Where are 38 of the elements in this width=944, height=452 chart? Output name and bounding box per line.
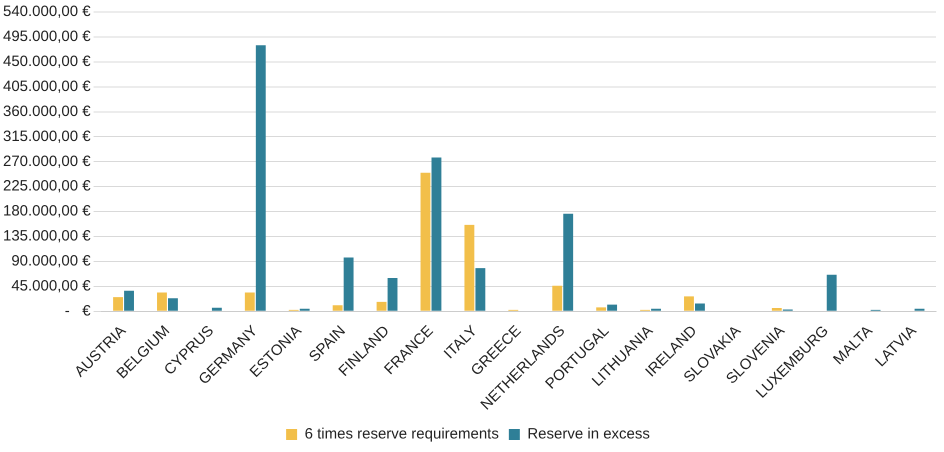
bar bbox=[607, 304, 618, 311]
y-tick-label: 315.000,00 € bbox=[2, 128, 92, 145]
bar bbox=[475, 268, 486, 311]
bar bbox=[388, 278, 398, 311]
bar bbox=[113, 297, 123, 311]
bar bbox=[212, 308, 222, 311]
y-tick-label: 270.000,00 € bbox=[2, 152, 92, 170]
bar bbox=[596, 307, 606, 311]
y-tick-label: 405.000,00 € bbox=[2, 78, 92, 95]
legend-label: Reserve in excess bbox=[527, 426, 650, 443]
bar bbox=[432, 157, 442, 311]
y-tick-label: 45.000,00 € bbox=[11, 277, 92, 294]
y-tick-label: 540.000,00 € bbox=[2, 3, 92, 20]
bar bbox=[420, 172, 430, 311]
bar bbox=[464, 224, 474, 311]
bar bbox=[695, 304, 705, 311]
bar bbox=[332, 305, 343, 311]
bar bbox=[168, 298, 178, 311]
bar bbox=[376, 302, 386, 311]
y-tick-label: 360.000,00 € bbox=[2, 102, 92, 120]
y-tick-label: 90.000,00 € bbox=[11, 252, 92, 270]
y-tick-label: 450.000,00 € bbox=[2, 53, 92, 70]
y-tick-label: - € bbox=[64, 302, 92, 320]
bar bbox=[157, 292, 167, 311]
bar bbox=[563, 214, 574, 311]
bar bbox=[772, 308, 782, 311]
bar bbox=[244, 292, 255, 311]
bar bbox=[124, 290, 134, 311]
legend-label: 6 times reserve requirements bbox=[304, 426, 499, 443]
y-tick-label: 135.000,00 € bbox=[2, 228, 92, 245]
y-tick-label: 495.000,00 € bbox=[2, 28, 92, 46]
y-tick-label: 225.000,00 € bbox=[2, 178, 92, 195]
bar bbox=[256, 45, 266, 311]
bar bbox=[552, 286, 562, 311]
bar bbox=[684, 296, 694, 311]
bar bbox=[344, 258, 354, 311]
bar bbox=[826, 274, 837, 311]
y-tick-label: 180.000,00 € bbox=[2, 202, 92, 220]
